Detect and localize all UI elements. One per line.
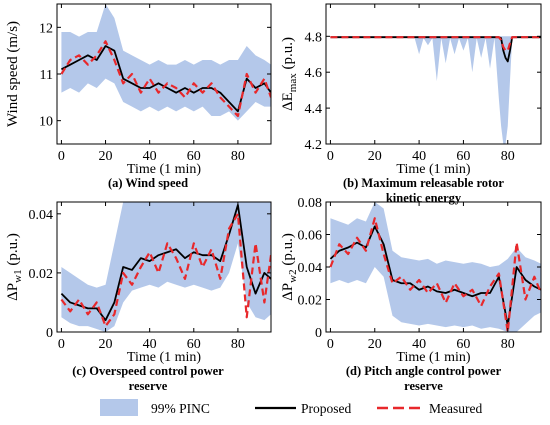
chart-b-ytick-label: 4.4	[305, 102, 323, 117]
chart-c-ylabel: ΔPw1 (p.u.)	[5, 233, 24, 301]
chart-b-pinc-band	[330, 36, 541, 144]
legend-band-label: 99% PINC	[151, 401, 210, 416]
chart-a-ylabel: Wind speed (m/s)	[5, 21, 21, 127]
chart-c-xtick-label: 0	[58, 337, 65, 352]
chart-d-ylabel: ΔPw2 (p.u.)	[280, 233, 299, 301]
chart-a-xtick-label: 80	[231, 149, 245, 164]
chart-b-xlabel: Time (1 min)	[396, 162, 470, 177]
legend: 99% PINC Proposed Measured	[100, 399, 482, 416]
chart-d-pinc-band	[330, 202, 541, 332]
chart-d-caption-line2: reserve	[404, 379, 443, 393]
chart-b-ytick-label: 4.2	[305, 138, 323, 153]
chart-a: 0 20 40 60 80 10 11 12 Time (1 min) Wind speed (m…	[5, 3, 272, 190]
chart-d-caption: (d) Pitch angle control power	[346, 364, 502, 378]
chart-a-plot-area	[60, 4, 271, 121]
chart-c-ytick-label: 0.04	[29, 208, 54, 223]
chart-d-series-measured	[329, 217, 541, 332]
chart-d-xtick-label: 40	[412, 337, 426, 352]
chart-a-series-measured	[60, 40, 271, 118]
chart-b-frame	[325, 3, 542, 145]
chart-c-caption-line2: reserve	[129, 379, 168, 393]
chart-a-xtick-label: 0	[58, 149, 65, 164]
chart-b-xtick-label: 60	[456, 149, 470, 164]
chart-b-caption: (b) Maximum releasable rotor	[343, 176, 504, 190]
chart-c-xtick-label: 60	[187, 337, 201, 352]
chart-d-xtick-label: 20	[368, 337, 382, 352]
legend-band-swatch	[100, 399, 138, 416]
chart-b-caption-line2: kinetic energy	[386, 191, 462, 205]
chart-c-caption: (c) Overspeed control power	[72, 364, 224, 378]
chart-d-xtick-label: 60	[456, 337, 470, 352]
chart-a-xtick-label: 40	[143, 149, 157, 164]
chart-b-xtick-label: 80	[501, 149, 515, 164]
chart-a-caption: (a) Wind speed	[108, 176, 188, 190]
chart-d-ytick-label: 0.06	[298, 229, 323, 244]
chart-d-ytick-label: 0	[315, 326, 322, 341]
chart-b-ylabel: ΔEmax (p.u.)	[280, 37, 299, 111]
legend-measured-label: Measured	[429, 401, 482, 416]
chart-d: 0 20 40 60 80 0 0.02 0.04 0.06 0.08 Time (1 min) ΔP…	[280, 196, 542, 393]
chart-a-ytick-label: 11	[40, 68, 53, 83]
chart-d-plot-area	[329, 202, 541, 332]
chart-b-xtick-label: 20	[368, 149, 382, 164]
chart-d-xtick-label: 80	[501, 337, 515, 352]
chart-c-pinc-band	[61, 202, 271, 332]
chart-b-plot-area	[330, 36, 541, 144]
chart-panels: 0 20 40 60 80 10 11 12 Time (1 min) Wind speed (m…	[5, 3, 542, 393]
chart-a-xtick-label: 60	[187, 149, 201, 164]
chart-d-xlabel: Time (1 min)	[396, 350, 470, 365]
chart-d-ytick-label: 0.08	[298, 196, 323, 211]
chart-b-ytick-label: 4.6	[305, 66, 323, 81]
legend-proposed-label: Proposed	[301, 401, 351, 416]
chart-a-xtick-label: 20	[99, 149, 113, 164]
chart-c-xlabel: Time (1 min)	[127, 350, 201, 365]
chart-c-plot-area	[60, 202, 271, 332]
chart-d-ytick-label: 0.02	[298, 294, 323, 309]
chart-c-series-measured	[60, 212, 271, 328]
chart-c-xtick-label: 80	[231, 337, 245, 352]
chart-b-xtick-label: 40	[412, 149, 426, 164]
chart-a-ytick-label: 10	[39, 115, 53, 130]
chart-a-series-proposed	[60, 45, 271, 113]
chart-c-ytick-label: 0.02	[29, 267, 54, 282]
chart-d-xtick-label: 0	[327, 337, 334, 352]
chart-c-xtick-label: 20	[99, 337, 113, 352]
chart-b-series-measured	[330, 36, 541, 52]
chart-b-xtick-label: 0	[327, 149, 334, 164]
chart-c-frame	[56, 201, 272, 333]
chart-b: 0 20 40 60 80 4.2 4.4 4.6 4.8 Time (1 min) ΔEmax (…	[280, 3, 542, 205]
chart-c-xtick-label: 40	[143, 337, 157, 352]
chart-c: 0 20 40 60 80 0 0.02 0.04 Time (1 min) ΔPw1 (p.u.…	[5, 201, 272, 393]
chart-c-ytick-label: 0	[46, 326, 53, 341]
chart-d-ytick-label: 0.04	[298, 261, 323, 276]
chart-b-ytick-label: 4.8	[305, 30, 323, 45]
chart-a-ytick-label: 12	[39, 21, 53, 36]
chart-a-xlabel: Time (1 min)	[127, 162, 201, 177]
